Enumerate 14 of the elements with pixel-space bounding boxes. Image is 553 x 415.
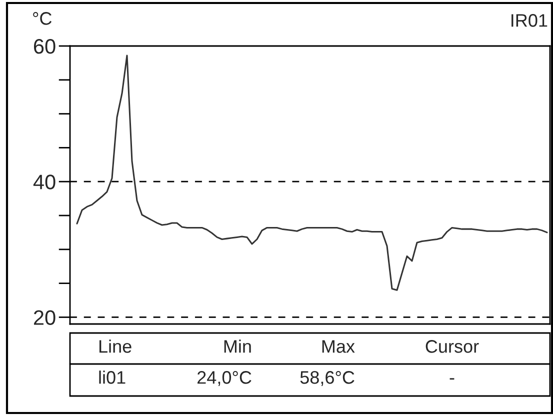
y-axis-title: °C <box>33 12 52 25</box>
text: Max <box>322 340 355 353</box>
text: 24,0°C <box>198 371 252 386</box>
text: 58,6°C <box>300 371 354 386</box>
text: Min <box>224 340 251 353</box>
y-tick-label: 20 <box>34 310 56 325</box>
text: Cursor <box>426 340 479 353</box>
text: - <box>450 378 454 380</box>
y-tick-label: 60 <box>34 39 56 54</box>
text: li01 <box>99 370 126 384</box>
y-tick-label: 40 <box>33 174 56 190</box>
text: Line <box>99 340 132 353</box>
line-series <box>76 54 548 291</box>
chart-title: IR01 <box>512 14 548 27</box>
